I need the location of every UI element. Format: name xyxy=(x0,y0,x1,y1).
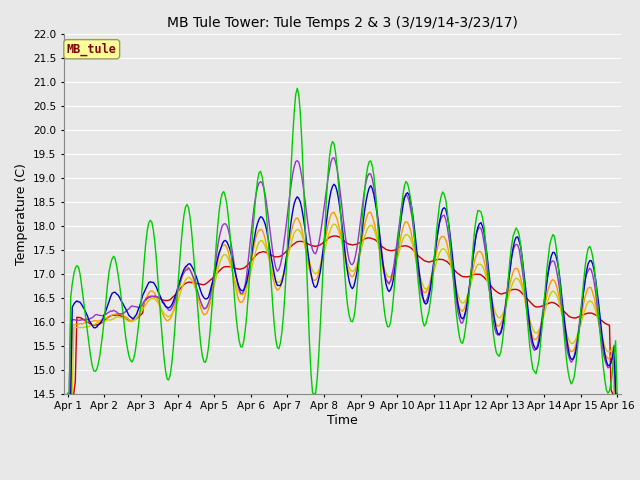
Text: MB_tule: MB_tule xyxy=(67,43,116,56)
Legend: Tul2_Ts-8, Tul2_Ts0, Tul2_Tw+10, Tul3_Ts-8, Tul3_Ts0, Tul3_Tw+10: Tul2_Ts-8, Tul2_Ts0, Tul2_Tw+10, Tul3_Ts… xyxy=(75,477,610,480)
X-axis label: Time: Time xyxy=(327,414,358,427)
Title: MB Tule Tower: Tule Temps 2 & 3 (3/19/14-3/23/17): MB Tule Tower: Tule Temps 2 & 3 (3/19/14… xyxy=(167,16,518,30)
Y-axis label: Temperature (C): Temperature (C) xyxy=(15,163,28,264)
